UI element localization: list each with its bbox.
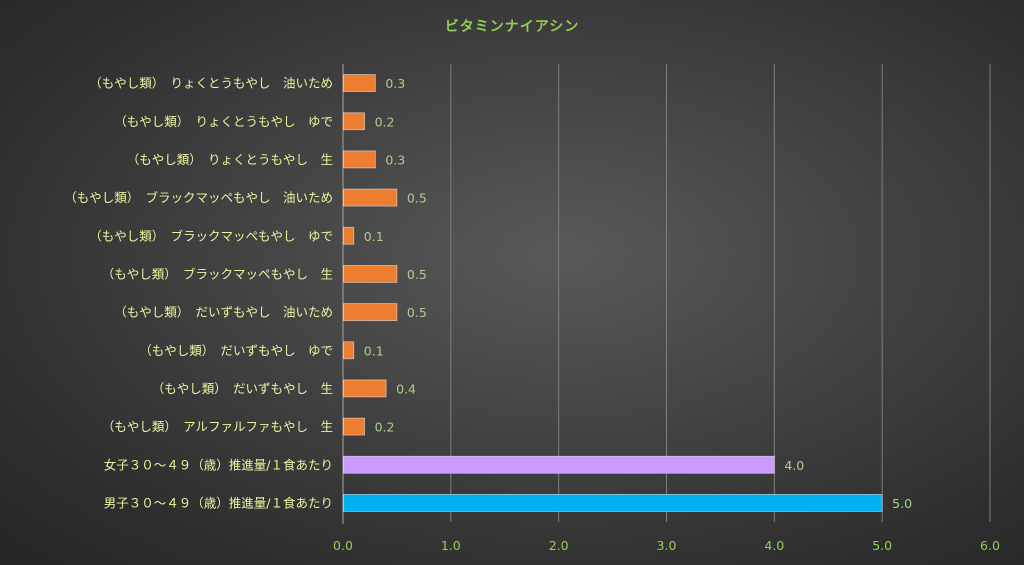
data-label: 5.0 bbox=[892, 496, 912, 511]
x-tick-label: 5.0 bbox=[872, 538, 892, 553]
category-label: （もやし類） りょくとうもやし ゆで bbox=[114, 114, 333, 129]
category-label: 女子３０～４９（歳）推進量/１食あたり bbox=[104, 457, 333, 472]
data-label: 0.3 bbox=[385, 152, 405, 167]
x-tick-label: 6.0 bbox=[980, 538, 1000, 553]
data-label: 0.2 bbox=[375, 114, 395, 129]
bar bbox=[343, 226, 355, 245]
bar bbox=[343, 188, 398, 207]
category-label: （もやし類） だいずもやし 油いため bbox=[114, 305, 333, 320]
bar bbox=[343, 341, 355, 360]
data-label: 0.2 bbox=[375, 420, 395, 435]
category-label: （もやし類） だいずもやし ゆで bbox=[139, 343, 333, 358]
category-label: （もやし類） りょくとうもやし 生 bbox=[127, 152, 333, 167]
data-label: 0.1 bbox=[364, 343, 384, 358]
bar bbox=[343, 303, 398, 321]
chart-title: ビタミンナイアシン bbox=[444, 19, 580, 35]
data-label: 0.5 bbox=[407, 191, 427, 206]
category-label: （もやし類） ブラックマッペもやし 生 bbox=[102, 266, 333, 281]
bar bbox=[343, 379, 387, 398]
x-tick-label: 3.0 bbox=[657, 538, 677, 553]
data-label: 0.3 bbox=[385, 76, 405, 91]
bar bbox=[343, 455, 775, 474]
category-label: （もやし類） ブラックマッペもやし 油いため bbox=[64, 190, 333, 205]
data-label: 0.4 bbox=[396, 381, 416, 396]
category-label: （もやし類） ブラックマッペもやし ゆで bbox=[89, 228, 333, 243]
bar bbox=[343, 150, 376, 169]
data-label: 0.5 bbox=[407, 305, 427, 320]
x-tick-label: 2.0 bbox=[549, 538, 569, 553]
data-label: 0.5 bbox=[407, 267, 427, 282]
bar bbox=[343, 74, 376, 92]
data-label: 4.0 bbox=[784, 458, 804, 473]
bar bbox=[343, 265, 398, 283]
data-label: 0.1 bbox=[364, 229, 384, 244]
bar bbox=[343, 112, 365, 131]
x-tick-label: 0.0 bbox=[333, 538, 353, 553]
bar bbox=[343, 417, 365, 436]
category-label: （もやし類） だいずもやし 生 bbox=[152, 381, 333, 396]
bar bbox=[343, 494, 883, 512]
category-label: （もやし類） アルファルファもやし 生 bbox=[102, 419, 333, 434]
x-tick-label: 4.0 bbox=[764, 538, 784, 553]
category-label: 男子３０～４９（歳）推進量/１食あたり bbox=[104, 495, 333, 510]
category-label: （もやし類） りょくとうもやし 油いため bbox=[89, 76, 333, 91]
x-tick-label: 1.0 bbox=[441, 538, 461, 553]
